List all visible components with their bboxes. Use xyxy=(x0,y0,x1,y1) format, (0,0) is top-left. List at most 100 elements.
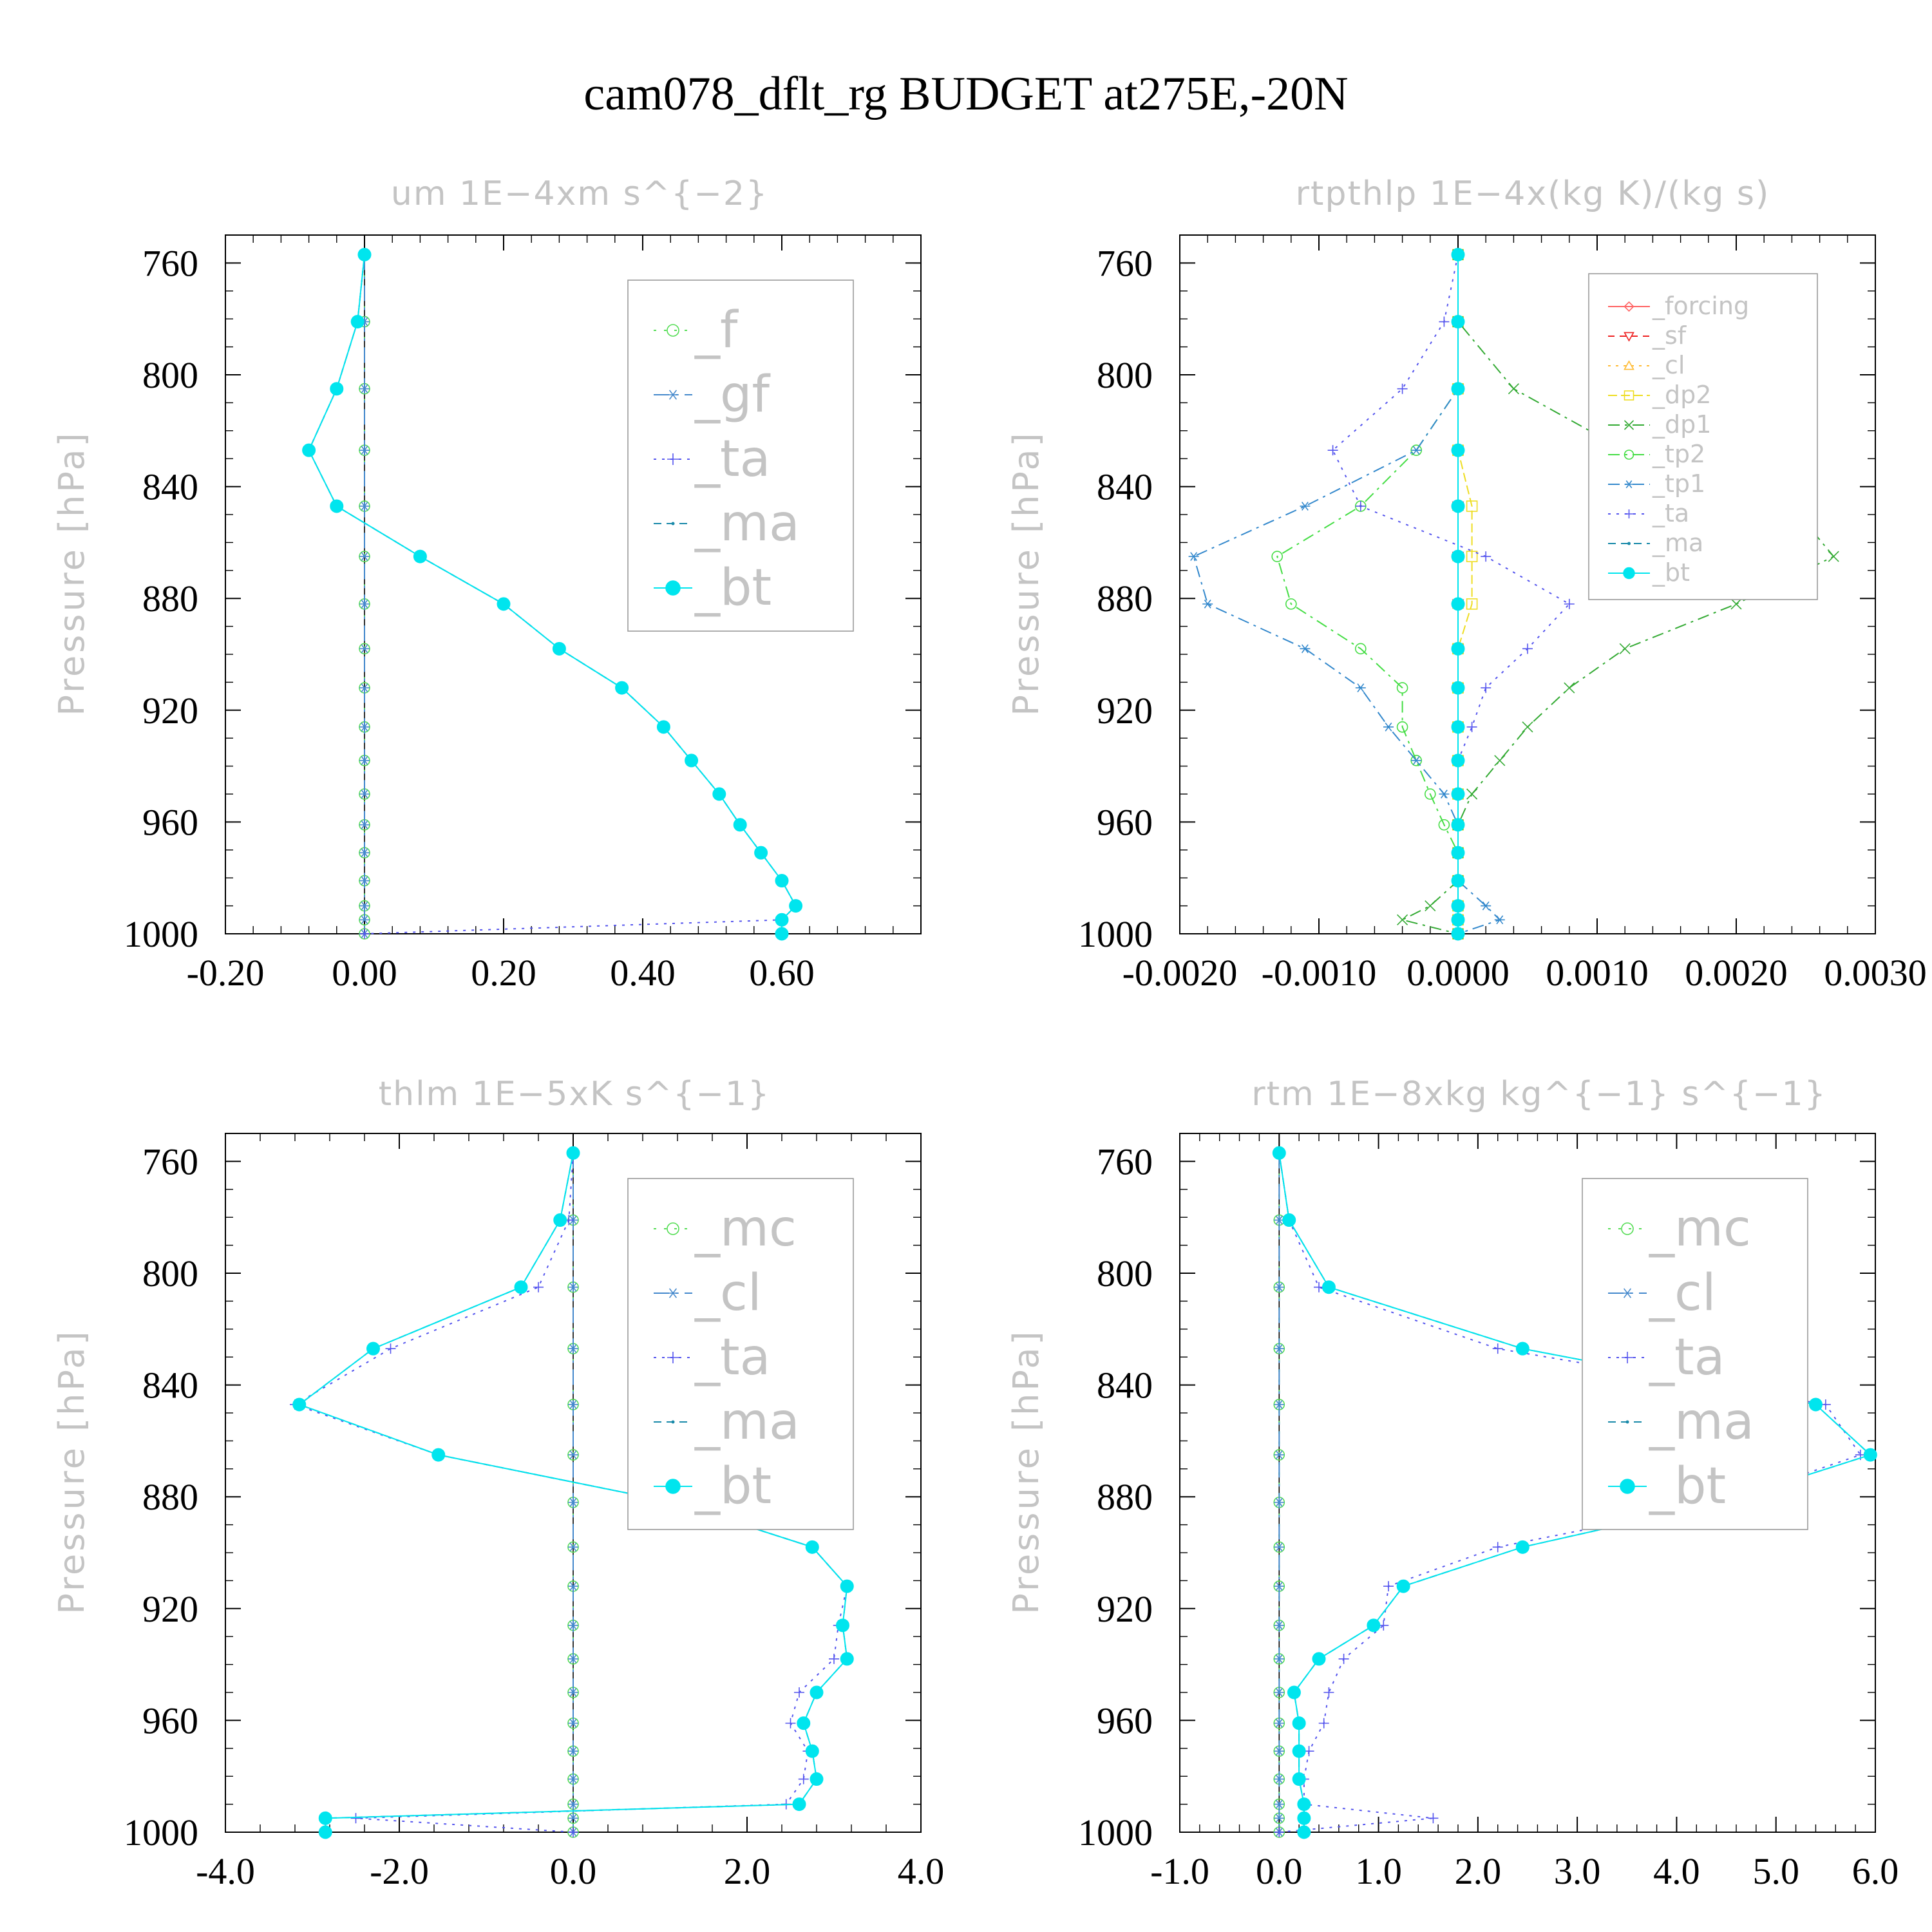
legend-item: _ma xyxy=(654,1393,800,1451)
series-point xyxy=(712,787,726,801)
legend-swatch-marker xyxy=(1620,1479,1635,1494)
series-point xyxy=(1425,900,1436,912)
x-tick-label: -4.0 xyxy=(196,1850,255,1892)
series-point xyxy=(1274,1814,1285,1823)
series-point xyxy=(318,1825,332,1839)
legend-swatch-marker xyxy=(1625,1420,1629,1424)
x-tick-label: -0.0020 xyxy=(1122,952,1238,994)
legend-swatch-marker xyxy=(1624,301,1634,312)
series-point xyxy=(1451,499,1465,513)
series-point xyxy=(792,1797,806,1812)
series-point xyxy=(568,1827,578,1837)
series-point xyxy=(775,927,789,941)
legend-item: _mc xyxy=(654,1200,797,1258)
y-tick-label: 1000 xyxy=(124,913,198,955)
series-point xyxy=(292,1397,307,1412)
series-point xyxy=(366,1341,380,1356)
legend-label: _mc xyxy=(1649,1200,1751,1258)
panel-um: um 1E−4xm s^{−2} Pressure [hPa] -0.20 0.0… xyxy=(52,175,922,994)
panel-title-um: um 1E−4xm s^{−2} xyxy=(391,175,768,213)
x-tick-label: 0.0 xyxy=(1256,1850,1303,1892)
y-tick-label: 880 xyxy=(1097,578,1153,620)
legend-swatch-marker xyxy=(1624,450,1634,460)
series-point xyxy=(1515,1540,1530,1554)
y-tick-label: 880 xyxy=(142,578,198,620)
y-tick-label: 880 xyxy=(142,1476,198,1518)
panel-title-thlm: thlm 1E−5xK s^{−1} xyxy=(379,1075,770,1113)
series-point xyxy=(568,1450,578,1459)
series-point xyxy=(1285,598,1297,610)
series-point xyxy=(413,549,427,564)
legend-label: _cl xyxy=(694,1264,762,1322)
y-tick-label: 840 xyxy=(142,1365,198,1406)
legend: _f _gf _ta _ma _bt xyxy=(627,279,854,632)
series-point xyxy=(1367,1618,1381,1633)
legend: _forcing_sf_cl_dp2_dp1_tp2_tp1_ta_ma_bt xyxy=(1588,273,1818,600)
series-point xyxy=(1300,644,1311,654)
series-point xyxy=(568,1718,578,1728)
legend-swatch-marker xyxy=(667,1352,679,1363)
legend-label: _ta xyxy=(694,1329,770,1387)
series-point xyxy=(1188,552,1199,561)
y-tick-label: 920 xyxy=(142,1588,198,1630)
y-tick-label: 960 xyxy=(1097,801,1153,843)
legend-item: _cl xyxy=(1608,1264,1716,1322)
series-point xyxy=(1730,598,1742,610)
x-tick-label: 2.0 xyxy=(724,1850,771,1892)
series-point xyxy=(1321,1280,1336,1294)
series-point xyxy=(798,1774,809,1785)
legend-item: _cl xyxy=(1608,351,1685,379)
series-point xyxy=(553,1213,567,1227)
x-tick-label: 0.0010 xyxy=(1546,952,1649,994)
series-point xyxy=(789,899,803,913)
y-tick-label: 960 xyxy=(142,1700,198,1741)
legend-swatch-marker xyxy=(667,1222,679,1235)
plot-frame xyxy=(225,234,922,934)
series-point xyxy=(568,1654,578,1663)
series-point xyxy=(568,1799,578,1809)
y-tick-label: 840 xyxy=(142,466,198,508)
legend-item: _ta xyxy=(1608,1329,1725,1387)
y-tick-label: 840 xyxy=(1097,1365,1153,1406)
series-point xyxy=(533,1282,544,1293)
legend-item: _dp1 xyxy=(1608,410,1711,439)
series-point xyxy=(1439,790,1450,799)
series-point xyxy=(1323,1687,1334,1698)
legend-item: _bt xyxy=(654,559,772,617)
series-point xyxy=(1863,1448,1877,1462)
legend-item: _forcing xyxy=(1608,292,1749,320)
series-point xyxy=(1274,1620,1285,1630)
series-point xyxy=(1619,643,1631,654)
series-point xyxy=(1466,551,1478,562)
series-point xyxy=(1451,315,1465,329)
series-point xyxy=(359,929,370,939)
series-point xyxy=(1451,787,1465,801)
series-point xyxy=(1451,846,1465,860)
legend: _mc _cl _ta _ma _bt xyxy=(627,1178,854,1530)
series-point xyxy=(1274,1654,1285,1663)
series-point xyxy=(1451,382,1465,396)
legend-swatch-marker xyxy=(1622,1288,1633,1298)
figure-title: cam078_dflt_rg BUDGET at275E,-20N xyxy=(583,68,1348,120)
series-point xyxy=(1492,1542,1503,1553)
series-point xyxy=(1397,383,1408,394)
panel-title-rtpthlp: rtpthlp 1E−4x(kg K)/(kg s) xyxy=(1296,175,1770,213)
y-tick-label: 880 xyxy=(1097,1476,1153,1518)
series-point xyxy=(359,552,370,561)
plot-frame xyxy=(1179,1133,1876,1833)
series-point xyxy=(330,499,344,513)
y-tick-label: 960 xyxy=(1097,1700,1153,1741)
legend-item: _bt xyxy=(1608,558,1690,587)
y-tick-label: 760 xyxy=(142,1141,198,1182)
series-point xyxy=(359,848,370,858)
legend-swatch-marker xyxy=(671,1420,675,1424)
y-tick-label: 840 xyxy=(1097,466,1153,508)
legend-swatch-marker xyxy=(667,324,679,337)
y-tick-label: 920 xyxy=(1097,690,1153,732)
series-point xyxy=(1282,1213,1296,1227)
y-tick-label: 800 xyxy=(1097,354,1153,396)
series-bt xyxy=(1272,1146,1877,1839)
series-point xyxy=(1274,1718,1285,1728)
series-point xyxy=(840,1579,854,1593)
